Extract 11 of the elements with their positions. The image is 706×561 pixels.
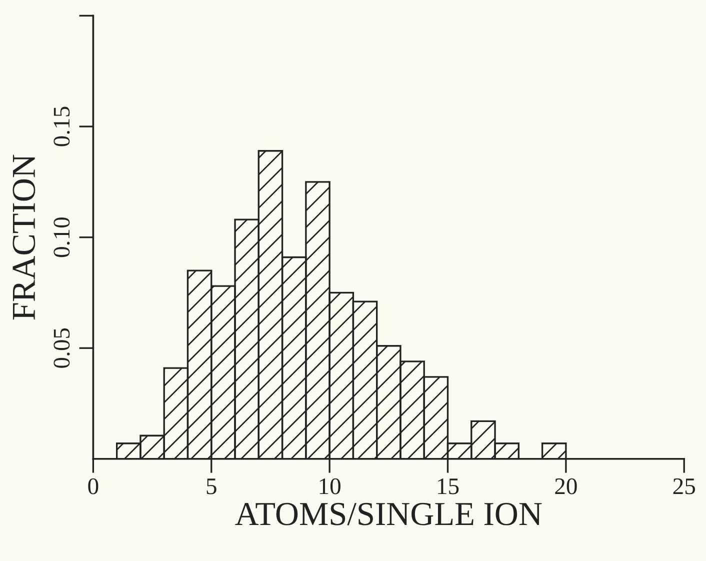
x-tick-label: 5 — [206, 478, 216, 494]
x-axis-title: ATOMS/SINGLE ION — [235, 502, 542, 526]
y-tick-label: 0.05 — [54, 328, 70, 368]
x-tick-label: 10 — [320, 478, 340, 494]
x-tick-label: 20 — [555, 478, 577, 494]
y-axis-title: FRACTION — [12, 154, 36, 320]
x-tick-label: 15 — [438, 478, 459, 494]
x-tick-label: 0 — [88, 478, 98, 494]
x-tick-label: 25 — [673, 478, 695, 494]
y-tick-label: 0.10 — [54, 218, 70, 258]
y-tick-label: 0.15 — [54, 106, 70, 146]
